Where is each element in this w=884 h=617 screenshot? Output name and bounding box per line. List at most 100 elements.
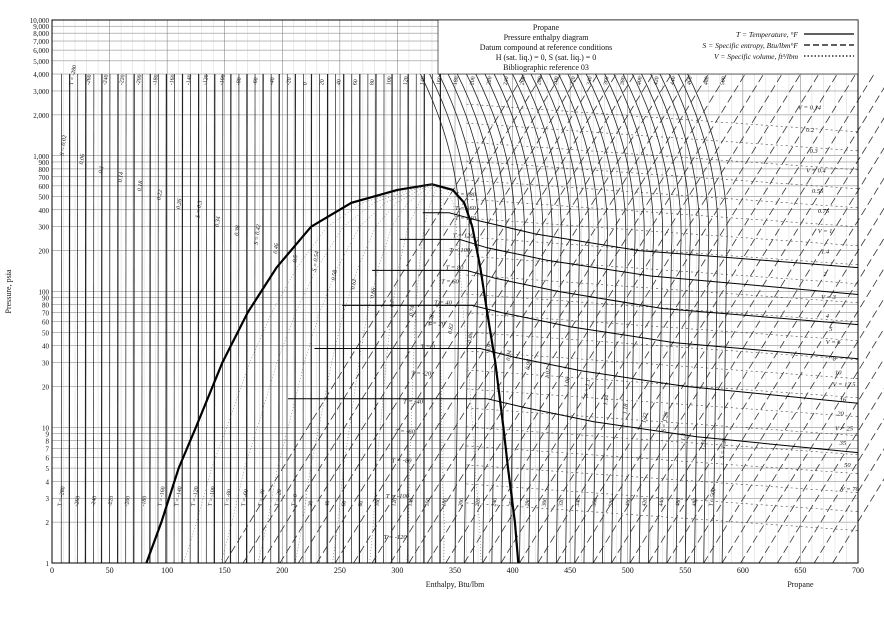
x-tick-label: 450 (564, 566, 576, 575)
x-tick-label: 100 (161, 566, 173, 575)
volume-label: 35 (839, 440, 847, 447)
isotherm-label: T = 160 (455, 205, 477, 212)
y-tick-label: 60 (42, 319, 50, 327)
isotherm-label: T = 100 (449, 247, 471, 254)
entropy-label: 1.14 (602, 394, 610, 405)
title-line: Propane (533, 23, 560, 32)
title-line: Pressure enthalpy diagram (504, 33, 590, 42)
isotherm-label: T = 0 (420, 344, 435, 351)
y-tick-label: 500 (39, 194, 50, 202)
x-tick-label: 550 (679, 566, 691, 575)
bottom-temperature-label: 80 (358, 500, 365, 507)
y-tick-label: 10,000 (30, 17, 50, 25)
x-tick-label: 150 (219, 566, 231, 575)
volume-label: V = 0.14 (798, 104, 822, 111)
title-line: Datum compound at reference conditions (480, 43, 612, 52)
x-tick-label: 650 (794, 566, 806, 575)
y-tick-label: 200 (39, 248, 50, 256)
y-tick-label: 30 (42, 359, 50, 367)
volume-label: V = 25 (835, 425, 854, 432)
top-temperature-label: 80 (369, 79, 376, 86)
y-tick-label: 2,000 (33, 112, 49, 120)
isotherm-label: T = 140 (455, 215, 477, 222)
isotherm-label: T = 80 (446, 265, 464, 272)
y-tick-label: 80 (42, 302, 50, 310)
y-axis-label: Pressure, psia (4, 269, 13, 313)
bottom-temperature-label: 40 (324, 500, 331, 507)
isotherm-label: T = 120 (453, 232, 475, 239)
volume-label: 20 (837, 411, 844, 418)
y-tick-label: 3 (46, 495, 50, 503)
entropy-label: 0.5 (292, 255, 299, 263)
x-tick-label: 700 (852, 566, 864, 575)
title-line: Bibliographic reference 03 (503, 63, 589, 72)
entropy-label: 0.94 (505, 350, 513, 361)
entropy-label: 1.34 (699, 439, 707, 450)
entropy-label: 0.9 (487, 344, 494, 352)
y-tick-label: 5 (46, 465, 50, 473)
legend-label: V = Specific volume, ft³/lbm (714, 52, 799, 61)
volume-label: V = 12.5 (833, 381, 857, 388)
top-temperature-label: 60 (353, 79, 360, 86)
y-tick-label: 400 (39, 207, 50, 215)
volume-label: 0.75 (818, 208, 830, 215)
y-tick-label: 6,000 (33, 47, 49, 55)
x-tick-label: 50 (106, 566, 114, 575)
bottom-temperature-label: 60 (341, 500, 348, 507)
corner-label: Propane (787, 580, 814, 589)
entropy-label: 0.1 (98, 166, 105, 174)
legend-label: S = Specific entropy, Btu/lbm°F (703, 41, 799, 50)
y-tick-label: 40 (42, 343, 50, 351)
x-tick-label: 0 (50, 566, 54, 575)
volume-label: 10 (835, 369, 842, 376)
volume-label: 0.55 (812, 188, 824, 195)
volume-label: V = 70 (841, 486, 860, 493)
x-tick-label: 400 (507, 566, 519, 575)
entropy-label: 1.3 (681, 433, 688, 441)
x-tick-label: 200 (276, 566, 288, 575)
entropy-label: 0.14 (117, 171, 125, 182)
y-tick-label: 7,000 (33, 38, 49, 46)
volume-label: 50 (844, 462, 851, 469)
y-tick-label: 100 (39, 289, 50, 297)
y-tick-label: 10 (42, 424, 50, 432)
y-tick-label: 7 (46, 445, 50, 453)
isotherm-label: T = -20 (411, 371, 432, 378)
volume-label: V = 1 (818, 228, 833, 235)
y-tick-label: 700 (39, 174, 50, 182)
y-tick-label: 50 (42, 329, 50, 337)
isotherm-label: T = -80 (392, 457, 413, 464)
legend-label: T = Temperature, °F (736, 30, 798, 39)
entropy-label: 0.74 (408, 305, 416, 316)
volume-label: V = 6 (826, 339, 841, 346)
y-tick-label: 800 (39, 166, 50, 174)
isotherm-label: T = 40 (434, 300, 452, 307)
y-tick-label: 1 (46, 560, 50, 568)
title-line: H (sat. liq.) = 0, S (sat. liq.) = 0 (496, 53, 597, 62)
isotherm-label: T = 180 (455, 192, 477, 199)
isotherm-label: T = -60 (395, 428, 416, 435)
volume-label: V = 3 (821, 294, 836, 301)
y-tick-label: 600 (39, 183, 50, 191)
y-tick-label: 300 (39, 224, 50, 232)
y-tick-label: 4,000 (33, 71, 49, 79)
y-tick-label: 4 (46, 478, 50, 486)
x-tick-label: 500 (622, 566, 634, 575)
entropy-label: 0.46 (272, 243, 280, 254)
y-tick-label: 20 (42, 383, 50, 391)
y-tick-label: 8,000 (33, 30, 49, 38)
bottom-temperature-label: 20 (308, 500, 315, 507)
top-temperature-label: 20 (319, 79, 326, 86)
isotherm-label: T = -120 (384, 534, 408, 541)
x-tick-label: 600 (737, 566, 749, 575)
volume-label: 0.2 (806, 127, 815, 134)
y-tick-label: 8 (46, 437, 50, 445)
entropy-label: 0.34 (214, 216, 222, 227)
y-tick-label: 2 (46, 519, 50, 527)
x-tick-label: 250 (334, 566, 346, 575)
x-tick-label: 300 (391, 566, 403, 575)
isotherm-label: T = -40 (403, 398, 424, 405)
y-tick-label: 5,000 (33, 58, 49, 66)
